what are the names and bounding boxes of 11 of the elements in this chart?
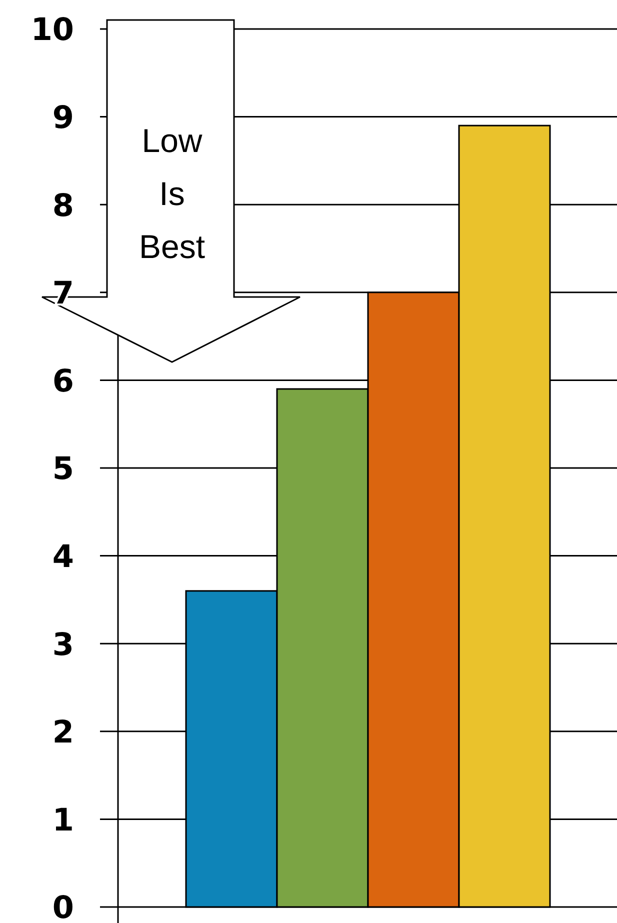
y-tick-label: 10 — [30, 12, 74, 48]
y-tick-label: 9 — [52, 100, 74, 136]
annotation: Low Is Best — [138, 122, 206, 265]
y-tick-label: 2 — [52, 714, 74, 751]
y-tick-label: 6 — [52, 363, 74, 400]
y-tick-label: 4 — [52, 538, 74, 575]
y-tick-label: 3 — [52, 626, 74, 663]
y-tick-label: 1 — [52, 802, 74, 838]
y-tick-label: 0 — [52, 890, 74, 923]
y-tick-label: 5 — [52, 451, 74, 488]
y-tick-label: 8 — [52, 188, 74, 224]
